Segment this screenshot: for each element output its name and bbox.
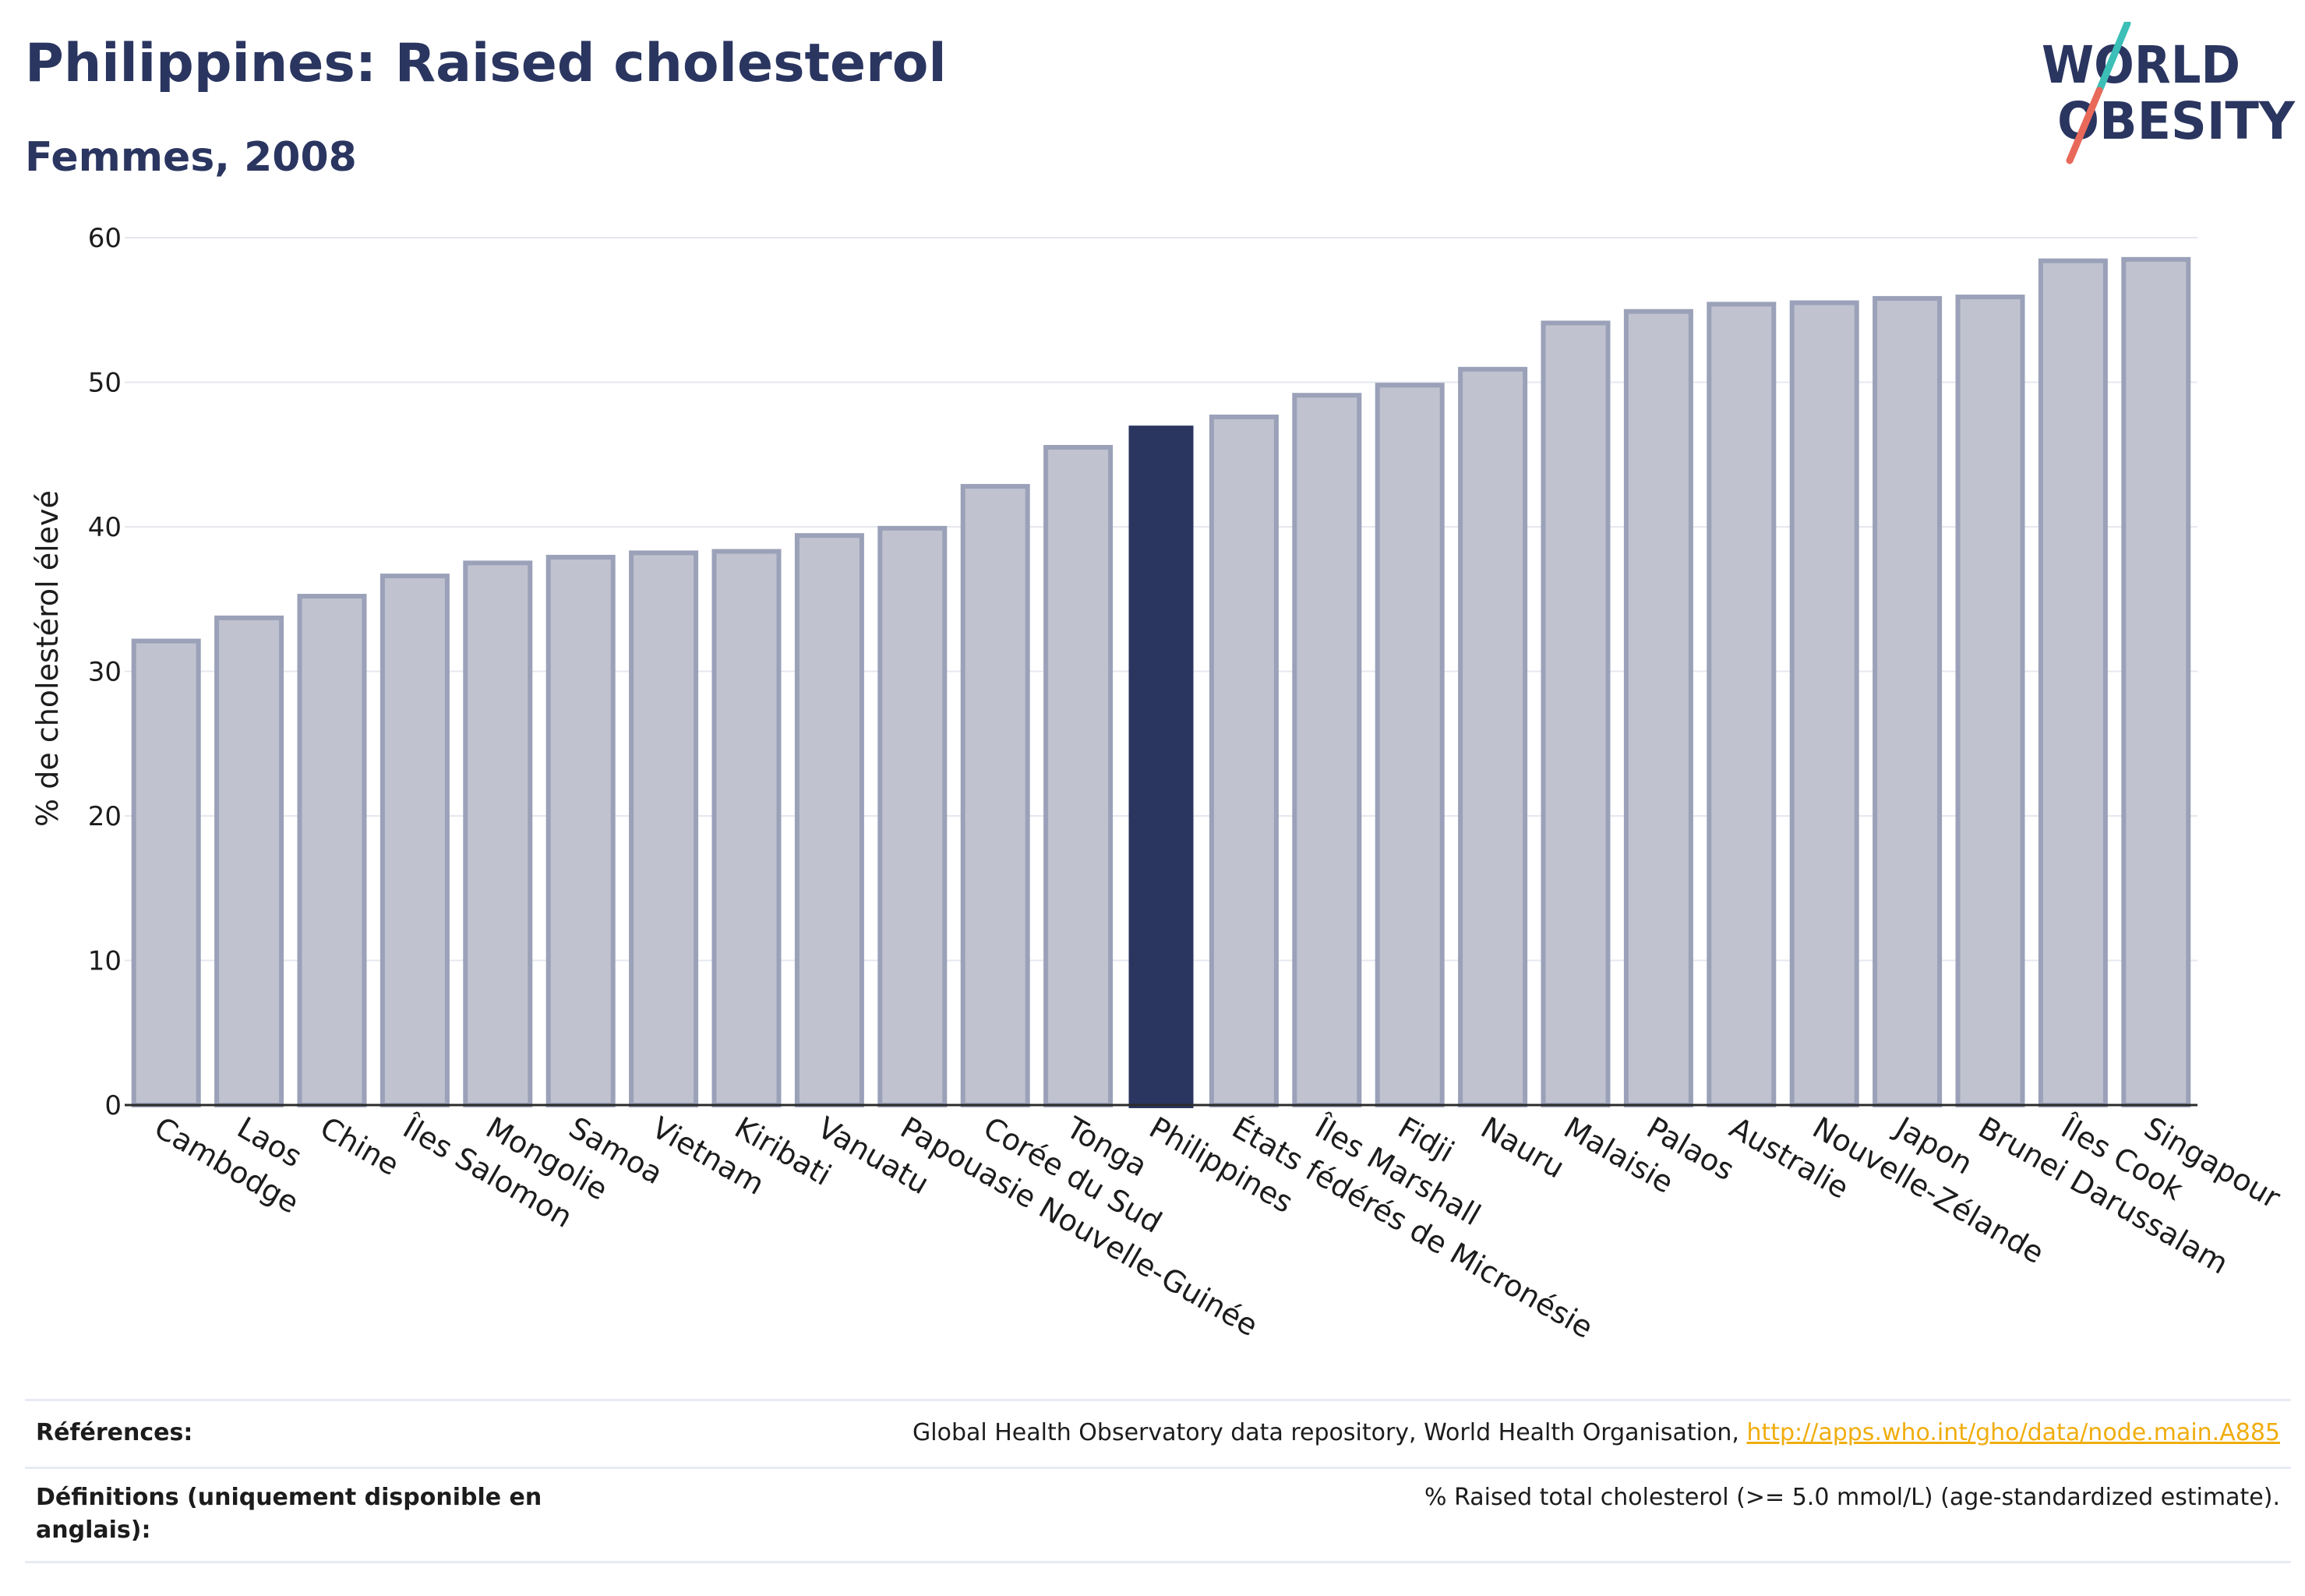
bar: [131, 638, 201, 1107]
chart-subtitle: Femmes, 2008: [25, 134, 357, 181]
references-value: Global Health Observatory data repositor…: [912, 1417, 2280, 1449]
bar: [1292, 393, 1362, 1107]
bar: [1955, 295, 2025, 1107]
bar-highlighted: [1128, 425, 1194, 1108]
bar: [297, 594, 367, 1107]
references-link[interactable]: http://apps.who.int/gho/data/node.main.A…: [1746, 1419, 2280, 1446]
y-tick-label: 60: [88, 223, 122, 254]
bar: [1043, 444, 1114, 1107]
bar: [1541, 320, 1611, 1107]
definitions-value: % Raised total cholesterol (>= 5.0 mmol/…: [1424, 1484, 2280, 1511]
bars: [131, 256, 2191, 1108]
chart-footer: Références: Global Health Observatory da…: [25, 1399, 2291, 1563]
bar: [379, 574, 450, 1107]
bar: [2038, 258, 2108, 1107]
y-tick-label: 30: [88, 657, 122, 688]
y-tick-label: 40: [88, 512, 122, 543]
bar: [214, 615, 284, 1107]
x-tick-label: Nauru: [1475, 1110, 1570, 1185]
bar: [1623, 309, 1693, 1108]
y-tick-label: 0: [104, 1090, 122, 1121]
bar: [1458, 366, 1528, 1107]
references-row: Références: Global Health Observatory da…: [25, 1399, 2291, 1467]
bar: [545, 554, 616, 1107]
y-tick-label: 10: [88, 946, 122, 977]
bar: [877, 525, 948, 1107]
bar: [2121, 256, 2191, 1108]
bar: [1873, 295, 1943, 1107]
y-axis-title: % de cholestérol élevé: [30, 490, 65, 827]
references-label: Références:: [36, 1419, 193, 1446]
y-axis-ticks: 0 10 20 30 40 50 60: [88, 223, 122, 1121]
y-tick-label: 50: [88, 368, 122, 399]
bar: [629, 550, 699, 1107]
bar: [794, 533, 864, 1107]
bar: [711, 549, 782, 1107]
bar: [1375, 383, 1445, 1107]
references-text: Global Health Observatory data repositor…: [912, 1419, 1747, 1446]
x-tick-label: Chine: [315, 1110, 405, 1182]
bar: [960, 484, 1030, 1107]
bar: [1707, 302, 1777, 1108]
definitions-label: Définitions (uniquement disponible en an…: [36, 1484, 542, 1544]
bar: [1789, 300, 1859, 1108]
svg-text:WORLD: WORLD: [2042, 35, 2240, 95]
bar: [463, 560, 533, 1107]
definitions-row: Définitions (uniquement disponible en an…: [25, 1467, 2291, 1563]
y-tick-label: 20: [88, 801, 122, 832]
world-obesity-logo: WORLD OBESITY: [2042, 22, 2296, 164]
bar: [1209, 415, 1279, 1107]
chart-title: Philippines: Raised cholesterol: [25, 33, 947, 94]
